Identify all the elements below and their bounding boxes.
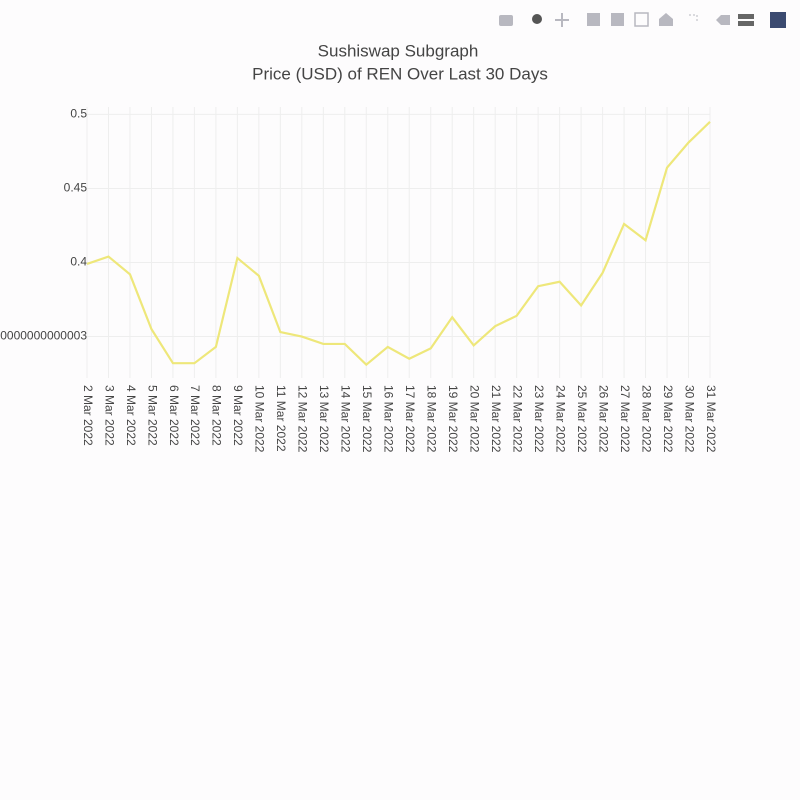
x-tick-label: 21 Mar 2022 [489, 385, 503, 453]
y-tick-label: 0.35000000000000003 [0, 329, 87, 343]
x-tick-label: 29 Mar 2022 [661, 385, 675, 453]
x-tick-label: 23 Mar 2022 [532, 385, 546, 453]
spike-icon[interactable] [689, 14, 698, 23]
x-tick-label: 10 Mar 2022 [253, 385, 267, 453]
toolbar[interactable] [499, 12, 786, 28]
y-tick-label: 0.4 [70, 255, 87, 269]
x-tick-label: 26 Mar 2022 [596, 385, 610, 453]
x-tick-label: 6 Mar 2022 [167, 385, 181, 446]
x-tick-label: 27 Mar 2022 [618, 385, 632, 453]
x-tick-label: 12 Mar 2022 [296, 385, 310, 453]
x-tick-label: 8 Mar 2022 [210, 385, 224, 446]
zoom-out-icon[interactable] [611, 13, 624, 26]
x-tick-label: 31 Mar 2022 [704, 385, 718, 453]
plotly-logo[interactable] [770, 12, 786, 28]
x-tick-label: 11 Mar 2022 [274, 385, 288, 452]
autoscale-icon[interactable] [634, 12, 649, 27]
x-tick-label: 13 Mar 2022 [317, 385, 331, 453]
y-tick-label: 0.5 [70, 107, 87, 121]
x-tick-label: 7 Mar 2022 [188, 385, 202, 446]
x-tick-label: 28 Mar 2022 [639, 385, 653, 453]
x-tick-label: 19 Mar 2022 [446, 385, 460, 453]
x-tick-label: 4 Mar 2022 [124, 385, 138, 446]
chart-subtitle: Price (USD) of REN Over Last 30 Days [252, 64, 548, 83]
chart-title: Sushiswap Subgraph [318, 41, 479, 60]
x-tick-label: 14 Mar 2022 [339, 385, 353, 453]
x-tick-label: 3 Mar 2022 [102, 385, 116, 446]
x-tick-label: 17 Mar 2022 [403, 385, 417, 453]
x-tick-label: 20 Mar 2022 [468, 385, 482, 453]
x-tick-label: 15 Mar 2022 [360, 385, 374, 453]
pan-icon[interactable] [555, 13, 569, 27]
x-tick-label: 2 Mar 2022 [81, 385, 95, 446]
zoom-icon[interactable] [532, 14, 542, 24]
zoom-in-icon[interactable] [587, 13, 600, 26]
y-tick-label: 0.45 [64, 181, 88, 195]
camera-icon[interactable] [499, 15, 513, 26]
x-tick-label: 24 Mar 2022 [553, 385, 567, 453]
x-tick-label: 30 Mar 2022 [682, 385, 696, 453]
x-tick-label: 9 Mar 2022 [231, 385, 245, 446]
hover-closest-icon[interactable] [716, 15, 730, 25]
price-line [86, 121, 711, 367]
x-tick-label: 5 Mar 2022 [145, 385, 159, 446]
x-tick-label: 25 Mar 2022 [575, 385, 589, 453]
hover-compare-icon[interactable] [738, 14, 754, 26]
x-tick-label: 22 Mar 2022 [510, 385, 524, 453]
x-tick-label: 16 Mar 2022 [382, 385, 396, 453]
reset-icon[interactable] [659, 13, 673, 26]
x-tick-label: 18 Mar 2022 [425, 385, 439, 453]
